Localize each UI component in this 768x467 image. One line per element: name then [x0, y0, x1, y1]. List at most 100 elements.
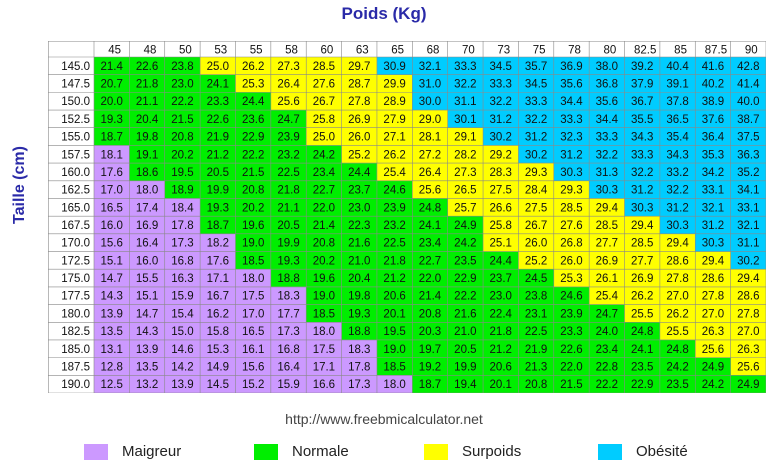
bmi-value: 24.9 [454, 220, 476, 232]
bmi-cell [624, 74, 660, 93]
bmi-value: 17.7 [277, 308, 299, 320]
y-axis-label: Taille (cm) [11, 146, 28, 224]
bmi-value: 24.8 [666, 344, 688, 356]
bmi-value: 22.2 [242, 149, 264, 161]
bmi-cell [94, 216, 130, 234]
bmi-value: 26.2 [666, 308, 688, 320]
bmi-value: 25.4 [596, 291, 619, 303]
row-header-bg [48, 322, 94, 340]
bmi-value: 22.0 [313, 202, 335, 214]
bmi-value: 31.2 [702, 220, 724, 232]
bmi-cell [94, 269, 130, 287]
bmi-cell [270, 216, 307, 234]
bmi-value: 33.3 [454, 61, 476, 73]
bmi-cell [200, 357, 236, 376]
bmi-value: 19.3 [207, 202, 229, 214]
bmi-cell [447, 57, 484, 75]
bmi-value: 15.9 [171, 291, 193, 303]
bmi-cell [553, 163, 590, 181]
bmi-cell [553, 57, 590, 75]
bmi-cell [553, 322, 590, 340]
row-header-167.5: 167.5 [61, 220, 90, 232]
bmi-cell [376, 92, 413, 111]
bmi-value: 19.5 [383, 326, 405, 338]
bmi-cell [129, 375, 165, 393]
bmi-value: 25.0 [313, 132, 335, 144]
bmi-value: 22.6 [207, 114, 229, 126]
bmi-value: 18.3 [277, 291, 299, 303]
bmi-value: 22.0 [560, 361, 582, 373]
bmi-value: 16.4 [277, 361, 300, 373]
bmi-value: 27.6 [313, 79, 335, 91]
bmi-cell [518, 286, 554, 305]
bmi-value: 19.3 [277, 255, 299, 267]
bmi-value: 21.6 [348, 238, 370, 250]
bmi-cell [341, 304, 377, 323]
bmi-value: 30.3 [702, 238, 724, 250]
bmi-cell [164, 145, 201, 164]
bmi-value: 27.0 [737, 326, 759, 338]
bmi-value: 31.2 [560, 149, 582, 161]
bmi-cell [129, 286, 165, 305]
bmi-value: 27.5 [490, 185, 512, 197]
row-header-bg [48, 74, 94, 93]
bmi-cell [129, 74, 165, 93]
bmi-cell [235, 145, 271, 164]
bmi-value: 21.9 [207, 132, 229, 144]
bmi-value: 29.4 [631, 220, 654, 232]
bmi-value: 18.0 [242, 273, 264, 285]
bmi-value: 36.8 [596, 79, 618, 91]
bmi-value: 26.3 [737, 344, 759, 356]
bmi-cell [695, 163, 731, 181]
bmi-cell [659, 251, 696, 270]
bmi-cell [659, 127, 696, 146]
bmi-value: 14.3 [136, 326, 158, 338]
bmi-cell [730, 74, 766, 93]
bmi-cell [270, 198, 307, 217]
bmi-cell [659, 216, 696, 234]
bmi-value: 39.2 [631, 61, 653, 73]
bmi-cell [235, 216, 271, 234]
bmi-value: 27.1 [383, 132, 405, 144]
bmi-value: 33.1 [702, 185, 724, 197]
legend-swatch-obesite [598, 444, 622, 460]
bmi-cell [164, 57, 201, 75]
bmi-cell [200, 163, 236, 181]
bmi-value: 26.7 [313, 96, 335, 108]
bmi-cell [341, 233, 377, 252]
bmi-cell [306, 110, 342, 128]
bmi-cell [376, 251, 413, 270]
bmi-cell [447, 286, 484, 305]
bmi-cell [235, 74, 271, 93]
bmi-cell [659, 375, 696, 393]
bmi-cell [624, 322, 660, 340]
bmi-value: 28.6 [702, 273, 724, 285]
bmi-value: 28.5 [313, 61, 335, 73]
bmi-cell [730, 145, 766, 164]
bmi-cell [447, 216, 484, 234]
bmi-cell [164, 127, 201, 146]
bmi-cell [129, 110, 165, 128]
bmi-cell [200, 74, 236, 93]
bmi-value: 28.7 [348, 79, 370, 91]
bmi-cell [200, 233, 236, 252]
bmi-value: 18.5 [383, 361, 405, 373]
bmi-cell [483, 251, 519, 270]
bmi-value: 21.1 [277, 202, 299, 214]
bmi-cell [341, 375, 377, 393]
bmi-cell [695, 198, 731, 217]
bmi-value: 25.8 [490, 220, 512, 232]
bmi-value: 36.9 [560, 61, 582, 73]
bmi-value: 24.7 [277, 114, 299, 126]
bmi-value: 15.1 [100, 255, 122, 267]
bmi-value: 32.2 [454, 79, 476, 91]
row-header-bg [48, 57, 94, 75]
bmi-cell [270, 92, 307, 111]
bmi-value: 19.8 [136, 132, 158, 144]
bmi-value: 16.9 [136, 220, 158, 232]
bmi-cell [306, 375, 342, 393]
bmi-cell [624, 163, 660, 181]
bmi-cell [447, 163, 484, 181]
bmi-cell [589, 322, 625, 340]
bmi-value: 23.0 [490, 291, 512, 303]
